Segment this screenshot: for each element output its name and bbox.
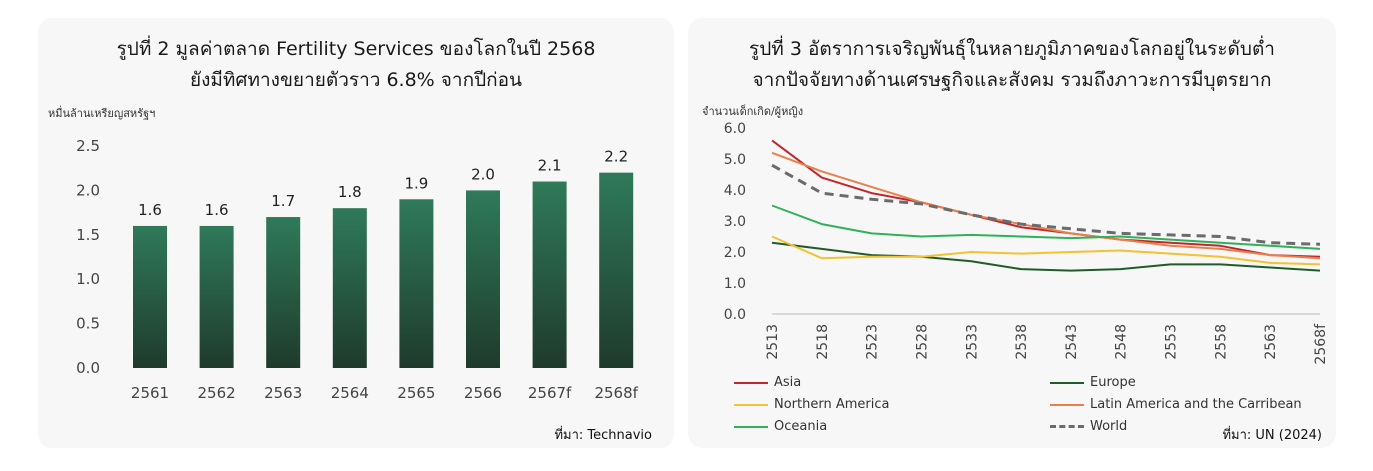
legend-label: Oceania (774, 419, 828, 434)
x-tick-label: 2528 (914, 324, 930, 360)
legend-swatch (1050, 425, 1084, 428)
legend-swatch (734, 425, 768, 428)
bar (199, 225, 234, 368)
series-line-oceania (771, 204, 1321, 250)
y-tick-label: 0.5 (76, 315, 100, 333)
series-line-world (771, 163, 1321, 246)
bar (332, 208, 367, 368)
y-tick-label: 6.0 (724, 121, 746, 137)
x-tick-label: 2513 (765, 324, 781, 360)
legend-item: World (1050, 419, 1127, 434)
bar-value-label: 1.6 (205, 201, 229, 219)
left-chart-title: รูปที่ 2 มูลค่าตลาด Fertility Services ข… (38, 34, 674, 96)
y-tick-label: 1.0 (724, 276, 746, 292)
right-chart-title: รูปที่ 3 อัตราการเจริญพันธุ์ในหลายภูมิภา… (688, 34, 1336, 96)
x-tick-label: 2565 (397, 384, 435, 402)
y-tick-label: 4.0 (724, 183, 746, 199)
legend-swatch (1050, 381, 1084, 384)
y-tick-label: 0.0 (76, 359, 100, 377)
x-tick-label: 2564 (331, 384, 369, 402)
bar (399, 199, 434, 368)
x-tick-label: 2563 (1263, 324, 1279, 360)
x-tick-label: 2523 (865, 324, 881, 360)
legend-item: Latin America and the Carribean (1050, 397, 1302, 412)
x-tick-label: 2543 (1064, 324, 1080, 360)
bar (133, 225, 167, 368)
bar-value-label: 1.8 (338, 183, 362, 201)
bar (532, 181, 567, 368)
legend-item: Northern America (734, 397, 889, 412)
bar (266, 217, 301, 368)
bar (599, 172, 634, 368)
left-source: ที่มา: Technavio (554, 428, 652, 443)
right-title-line2: จากปัจจัยทางด้านเศรษฐกิจและสังคม รวมถึงภ… (752, 69, 1272, 91)
y-tick-label: 3.0 (724, 214, 746, 230)
y-tick-label: 0.0 (724, 307, 746, 323)
legend-label: Northern America (774, 397, 890, 412)
legend-item: Europe (1050, 375, 1136, 390)
y-tick-label: 2.0 (76, 181, 100, 199)
x-tick-label: 2561 (131, 384, 169, 402)
y-tick-label: 2.5 (76, 137, 100, 155)
x-tick-label: 2538 (1014, 324, 1030, 360)
bar-value-label: 1.7 (271, 192, 295, 210)
legend-item: Asia (734, 375, 801, 390)
line-chart: 0.0 1.0 2.0 3.0 4.0 5.0 6.0 2513 2518 2523 2528 253… (724, 121, 1329, 365)
right-chart-panel: รูปที่ 3 อัตราการเจริญพันธุ์ในหลายภูมิภา… (688, 18, 1336, 448)
x-tick-label: 2553 (1164, 324, 1180, 360)
x-tick-label: 2533 (964, 324, 980, 360)
x-tick-label: 2558 (1213, 324, 1229, 360)
legend-label: Latin America and the Carribean (1090, 397, 1302, 412)
right-title-line1: รูปที่ 3 อัตราการเจริญพันธุ์ในหลายภูมิภา… (749, 38, 1275, 60)
left-title-line1: รูปที่ 2 มูลค่าตลาด Fertility Services ข… (116, 38, 596, 60)
series-line-asia (771, 139, 1321, 258)
right-y-unit: จำนวนเด็กเกิด/ผู้หญิง (702, 105, 804, 118)
x-tick-label: 2568f (1313, 323, 1329, 365)
legend-item: Oceania (734, 419, 827, 434)
legend-label: Europe (1090, 375, 1136, 390)
left-y-unit: หมื่นล้านเหรียญสหรัฐฯ (48, 107, 156, 120)
bar-value-label: 2.2 (604, 148, 628, 166)
x-tick-label: 2563 (264, 384, 302, 402)
bar (466, 190, 500, 368)
legend-swatch (1050, 403, 1084, 406)
x-tick-label: 2562 (198, 384, 236, 402)
x-tick-label: 2566 (464, 384, 502, 402)
legend-swatch (734, 381, 768, 384)
right-source: ที่มา: UN (2024) (1222, 428, 1322, 443)
y-tick-label: 5.0 (724, 152, 746, 168)
bar-value-label: 1.6 (138, 201, 162, 219)
x-tick-label: 2568f (594, 384, 638, 402)
bar-value-label: 2.0 (471, 165, 495, 183)
y-tick-label: 1.5 (76, 226, 100, 244)
legend-label: World (1090, 419, 1128, 434)
y-tick-label: 1.0 (76, 270, 100, 288)
legend-swatch (734, 403, 768, 406)
x-tick-label: 2567f (528, 384, 572, 402)
bar-value-label: 2.1 (538, 157, 562, 175)
y-tick-label: 2.0 (724, 245, 746, 261)
x-tick-label: 2548 (1114, 324, 1130, 360)
bar-value-label: 1.9 (404, 174, 428, 192)
series-line-northern-america (771, 235, 1321, 266)
bar-chart: 0.0 0.5 1.0 1.5 2.0 2.5 1.6 2561 1.6 2562 1.7 2563 1… (76, 137, 638, 402)
left-title-line2: ยังมีทิศทางขยายตัวราว 6.8% จากปีก่อน (189, 69, 523, 91)
series-line-latin-america-and-the-carribean (771, 151, 1321, 260)
left-chart-panel: รูปที่ 2 มูลค่าตลาด Fertility Services ข… (38, 18, 674, 448)
x-tick-label: 2518 (815, 324, 831, 360)
legend-label: Asia (774, 375, 802, 390)
series-line-europe (771, 241, 1321, 272)
